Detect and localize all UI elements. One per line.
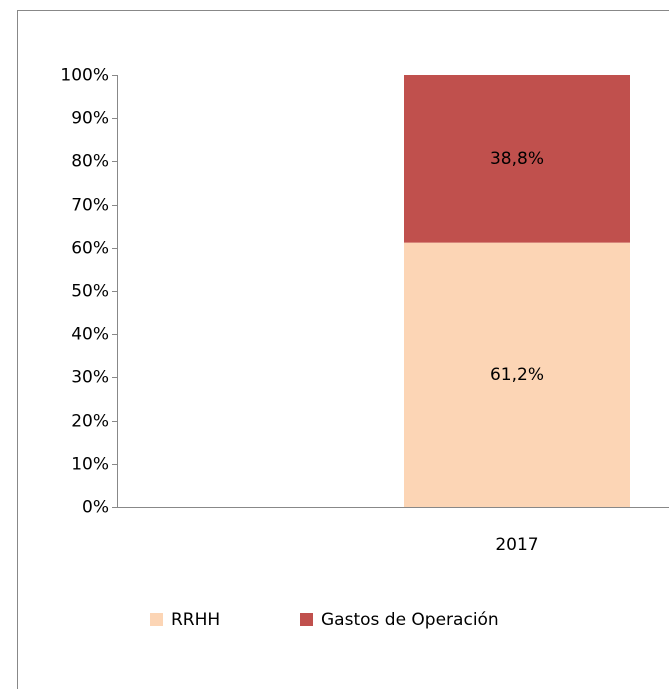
y-tick-label: 80% [71,152,109,172]
legend-label: Gastos de Operación [321,610,499,630]
x-tick-label: 2017 [495,535,538,555]
chart-frame [17,10,669,689]
data-label: 38,8% [490,149,544,169]
y-tick-label: 0% [82,498,109,518]
legend-label: RRHH [171,610,220,630]
y-tick-label: 10% [71,455,109,475]
y-tick-label: 70% [71,196,109,216]
y-tick-label: 90% [71,109,109,129]
y-tick-label: 50% [71,282,109,302]
y-tick-label: 40% [71,325,109,345]
bar-segment [404,75,630,243]
legend-swatch [150,613,163,626]
y-tick-label: 20% [71,412,109,432]
y-tick-label: 100% [60,66,109,86]
bar-segment [404,242,630,507]
y-tick-label: 60% [71,239,109,259]
y-tick-label: 30% [71,368,109,388]
data-label: 61,2% [490,365,544,385]
legend-swatch [300,613,313,626]
